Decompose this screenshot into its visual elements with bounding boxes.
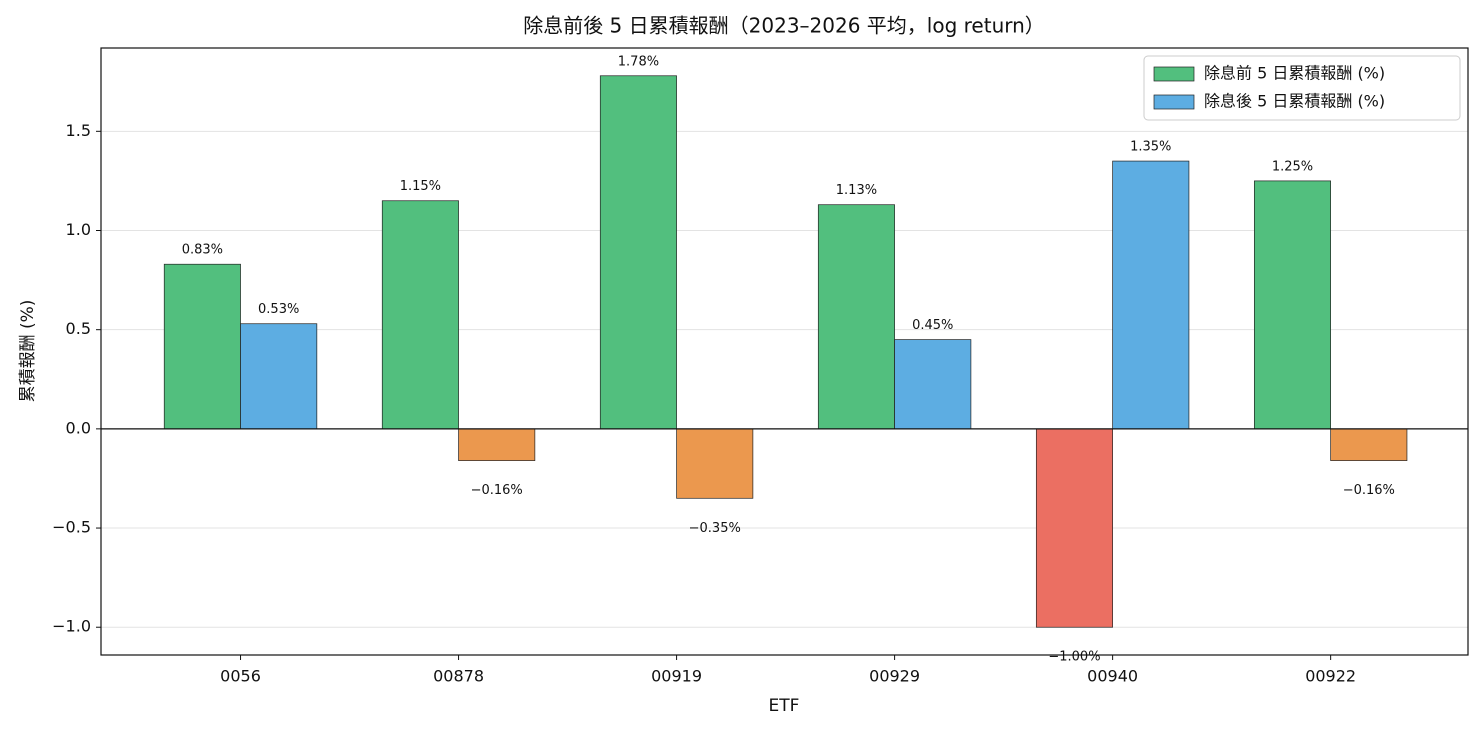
x-tick-label: 00922 bbox=[1305, 667, 1356, 686]
bar bbox=[1330, 428, 1408, 461]
value-label: 1.25% bbox=[1272, 159, 1313, 174]
plot-frame bbox=[100, 47, 1469, 656]
y-tick-label: −1.0 bbox=[52, 617, 91, 636]
chart-title: 除息前後 5 日累積報酬（2023–2026 平均，log return） bbox=[523, 14, 1045, 38]
y-tick-label: 0.5 bbox=[66, 319, 91, 338]
value-label: −0.35% bbox=[689, 521, 741, 536]
bar bbox=[381, 200, 459, 430]
y-tick-label: 1.5 bbox=[66, 121, 91, 140]
value-label: 0.83% bbox=[182, 243, 223, 258]
value-label: 1.78% bbox=[618, 54, 659, 69]
x-axis-label: ETF bbox=[769, 696, 800, 716]
x-tick-label: 00919 bbox=[651, 667, 702, 686]
legend-box bbox=[1143, 55, 1461, 121]
legend-swatch bbox=[1153, 94, 1195, 110]
value-label: 1.13% bbox=[836, 183, 877, 198]
bar bbox=[599, 75, 677, 430]
bar bbox=[458, 428, 536, 461]
y-tick-label: 0.0 bbox=[66, 418, 91, 437]
value-label: −0.16% bbox=[471, 483, 523, 498]
y-tick-label: −0.5 bbox=[52, 518, 91, 537]
x-tick-label: 00940 bbox=[1087, 667, 1138, 686]
value-label: 0.53% bbox=[258, 302, 299, 317]
bar bbox=[817, 204, 895, 430]
legend-label: 除息前 5 日累積報酬 (%) bbox=[1204, 64, 1385, 83]
bar bbox=[240, 323, 318, 430]
bar bbox=[1035, 428, 1113, 628]
value-label: −1.00% bbox=[1048, 650, 1100, 665]
x-tick-label: 00878 bbox=[433, 667, 484, 686]
legend-label: 除息後 5 日累積報酬 (%) bbox=[1204, 92, 1385, 111]
x-tick-label: 0056 bbox=[220, 667, 261, 686]
y-axis-label: 累積報酬 (%) bbox=[18, 300, 38, 403]
bar bbox=[163, 263, 241, 430]
value-label: 0.45% bbox=[912, 318, 953, 333]
value-label: 1.35% bbox=[1130, 140, 1171, 155]
bar bbox=[1112, 160, 1190, 430]
y-tick-label: 1.0 bbox=[66, 220, 91, 239]
bar bbox=[1253, 180, 1331, 430]
bar bbox=[676, 428, 754, 499]
bar bbox=[894, 339, 972, 430]
x-tick-label: 00929 bbox=[869, 667, 920, 686]
value-label: −0.16% bbox=[1343, 483, 1395, 498]
legend-swatch bbox=[1153, 66, 1195, 82]
value-label: 1.15% bbox=[400, 179, 441, 194]
